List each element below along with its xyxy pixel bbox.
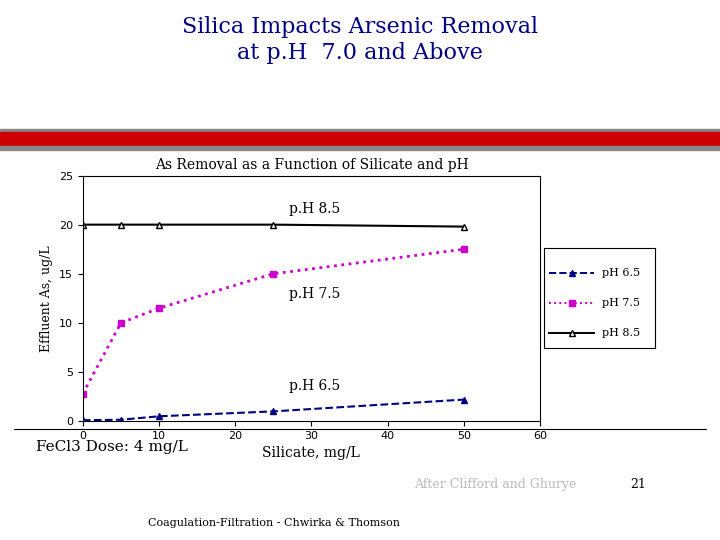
Text: pH 6.5: pH 6.5 — [602, 268, 640, 279]
X-axis label: Silicate, mg/L: Silicate, mg/L — [263, 447, 360, 461]
Text: p.H 8.5: p.H 8.5 — [289, 202, 340, 216]
Text: FeCl3 Dose: 4 mg/L: FeCl3 Dose: 4 mg/L — [36, 440, 188, 454]
Text: pH 8.5: pH 8.5 — [602, 328, 640, 339]
Y-axis label: Effluent As, ug/L: Effluent As, ug/L — [40, 245, 53, 352]
Text: Coagulation-Filtration - Chwirka & Thomson: Coagulation-Filtration - Chwirka & Thoms… — [148, 518, 400, 529]
Text: pH 7.5: pH 7.5 — [602, 298, 639, 308]
Text: p.H 6.5: p.H 6.5 — [289, 379, 340, 393]
Title: As Removal as a Function of Silicate and pH: As Removal as a Function of Silicate and… — [155, 158, 468, 172]
Text: 21: 21 — [630, 478, 646, 491]
Text: Silica Impacts Arsenic Removal
at p.H  7.0 and Above: Silica Impacts Arsenic Removal at p.H 7.… — [182, 16, 538, 64]
Text: p.H 7.5: p.H 7.5 — [289, 287, 340, 301]
Text: After Clifford and Ghurye: After Clifford and Ghurye — [414, 478, 577, 491]
